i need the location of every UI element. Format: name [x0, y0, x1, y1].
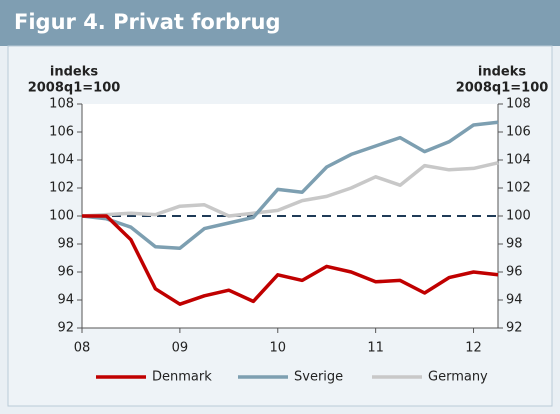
- x-tick-label: 08: [74, 341, 91, 356]
- y-tick-label: 108: [49, 97, 74, 112]
- x-tick-label: 10: [269, 341, 286, 356]
- series-line: [81, 120, 499, 250]
- y-tick-label: 100: [49, 209, 74, 224]
- y2-tick-label: 92: [506, 321, 523, 336]
- y2-tick-label: 98: [506, 237, 523, 252]
- y-tick-label: 98: [57, 237, 74, 252]
- y2-tick-label: 106: [506, 125, 531, 140]
- legend-label: Sverige: [294, 370, 343, 385]
- series-line: [82, 214, 499, 306]
- y-axis-label: 2008q1=100: [28, 81, 121, 96]
- y-tick-label: 104: [49, 153, 74, 168]
- y2-axis-label: indeks: [478, 65, 526, 80]
- y2-tick-label: 96: [506, 265, 523, 280]
- chart-title: Figur 4. Privat forbrug: [14, 10, 281, 34]
- y2-tick-label: 104: [506, 153, 531, 168]
- y-tick-label: 96: [57, 265, 74, 280]
- y-tick-label: 92: [57, 321, 74, 336]
- y2-tick-label: 100: [506, 209, 531, 224]
- y2-tick-label: 102: [506, 181, 531, 196]
- y2-axis-label: 2008q1=100: [456, 81, 549, 96]
- series-line: [81, 161, 499, 218]
- y2-tick-label: 94: [506, 293, 523, 308]
- y-tick-label: 106: [49, 125, 74, 140]
- legend-label: Germany: [428, 370, 488, 385]
- legend-label: Denmark: [152, 370, 212, 385]
- y-tick-label: 102: [49, 181, 74, 196]
- y-axis-label: indeks: [50, 65, 98, 80]
- y-tick-label: 94: [57, 293, 74, 308]
- x-tick-label: 11: [367, 341, 384, 356]
- y2-tick-label: 108: [506, 97, 531, 112]
- x-tick-label: 09: [172, 341, 189, 356]
- header: Figur 4. Privat forbrug: [0, 0, 560, 46]
- x-tick-label: 12: [465, 341, 482, 356]
